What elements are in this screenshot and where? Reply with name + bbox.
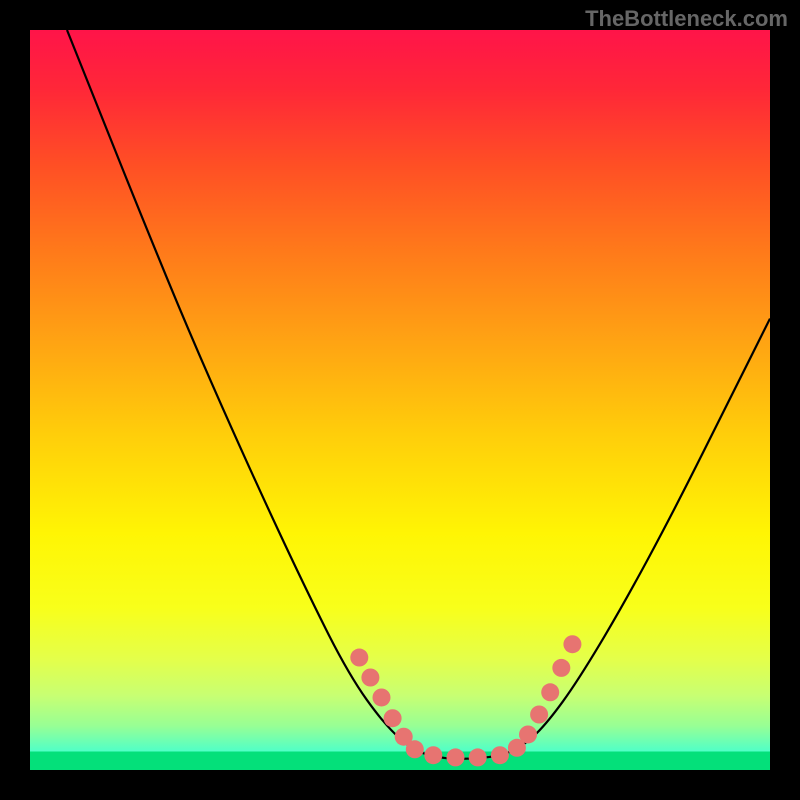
marker-point [384,709,402,727]
marker-point [406,740,424,758]
marker-point [469,748,487,766]
watermark-text: TheBottleneck.com [585,6,788,32]
marker-point [530,706,548,724]
chart-svg [30,30,770,770]
marker-point [519,725,537,743]
plot-area [30,30,770,770]
marker-point [563,635,581,653]
marker-point [424,746,442,764]
marker-point [552,659,570,677]
marker-point [373,688,391,706]
marker-point [350,649,368,667]
chart-container: TheBottleneck.com [0,0,800,800]
marker-point [447,748,465,766]
bottom-band [30,752,770,771]
gradient-background [30,30,770,770]
marker-point [361,669,379,687]
marker-point [491,746,509,764]
marker-point [541,683,559,701]
